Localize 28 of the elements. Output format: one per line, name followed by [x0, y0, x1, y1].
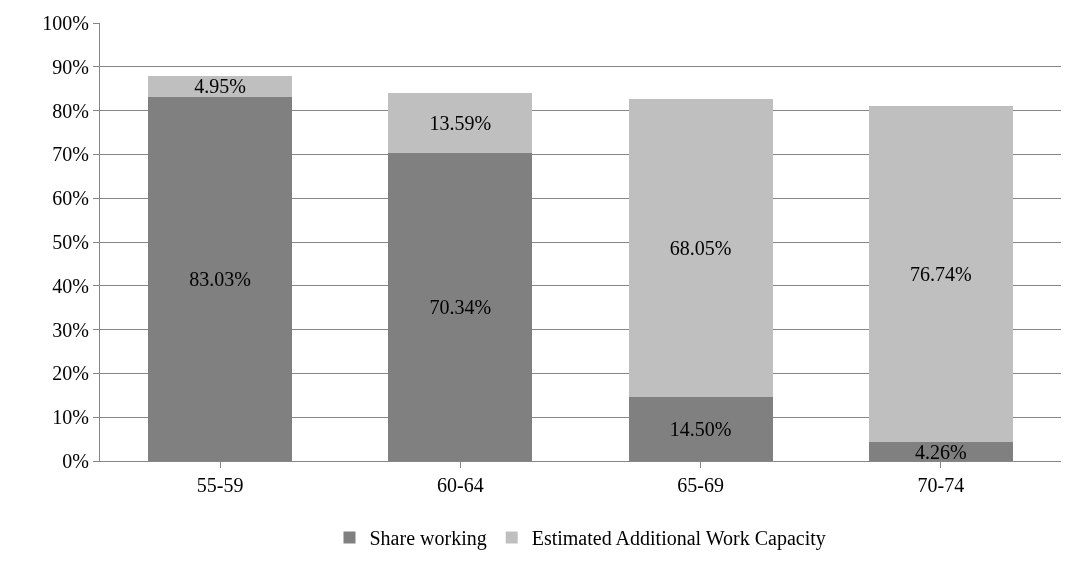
y-tick-label: 100% — [42, 12, 89, 34]
x-tick-label: 55-59 — [196, 474, 244, 496]
y-tick-label: 30% — [52, 318, 89, 341]
y-tick-label: 90% — [52, 55, 89, 78]
y-tick-label: 50% — [52, 231, 89, 253]
data-label: 68.05% — [669, 237, 732, 260]
y-tick-label: 80% — [52, 99, 89, 122]
bar — [628, 99, 773, 398]
y-tick-label: 40% — [52, 274, 89, 297]
data-label: 4.26% — [915, 440, 967, 463]
y-tick-label: 70% — [52, 143, 89, 166]
data-label: 4.95% — [194, 75, 246, 98]
x-tick-label: 70-74 — [917, 474, 965, 496]
y-tick-label: 10% — [52, 406, 89, 429]
y-tick-label: 0% — [62, 450, 89, 472]
y-tick-label: 60% — [52, 187, 89, 210]
data-label: 14.50% — [669, 418, 732, 441]
legend-label: Share working — [369, 527, 487, 551]
bar — [388, 93, 533, 153]
y-tick-label: 20% — [52, 362, 89, 385]
data-label: 83.03% — [189, 268, 251, 291]
data-label: 76.74% — [910, 263, 972, 286]
bar — [868, 106, 1013, 443]
x-tick-label: 60-64 — [437, 474, 484, 496]
data-label: 70.34% — [429, 295, 492, 318]
data-label: 13.59% — [429, 112, 492, 135]
x-tick-label: 65-69 — [677, 474, 724, 496]
legend-label: Estimated Additional Work Capacity — [531, 527, 826, 551]
